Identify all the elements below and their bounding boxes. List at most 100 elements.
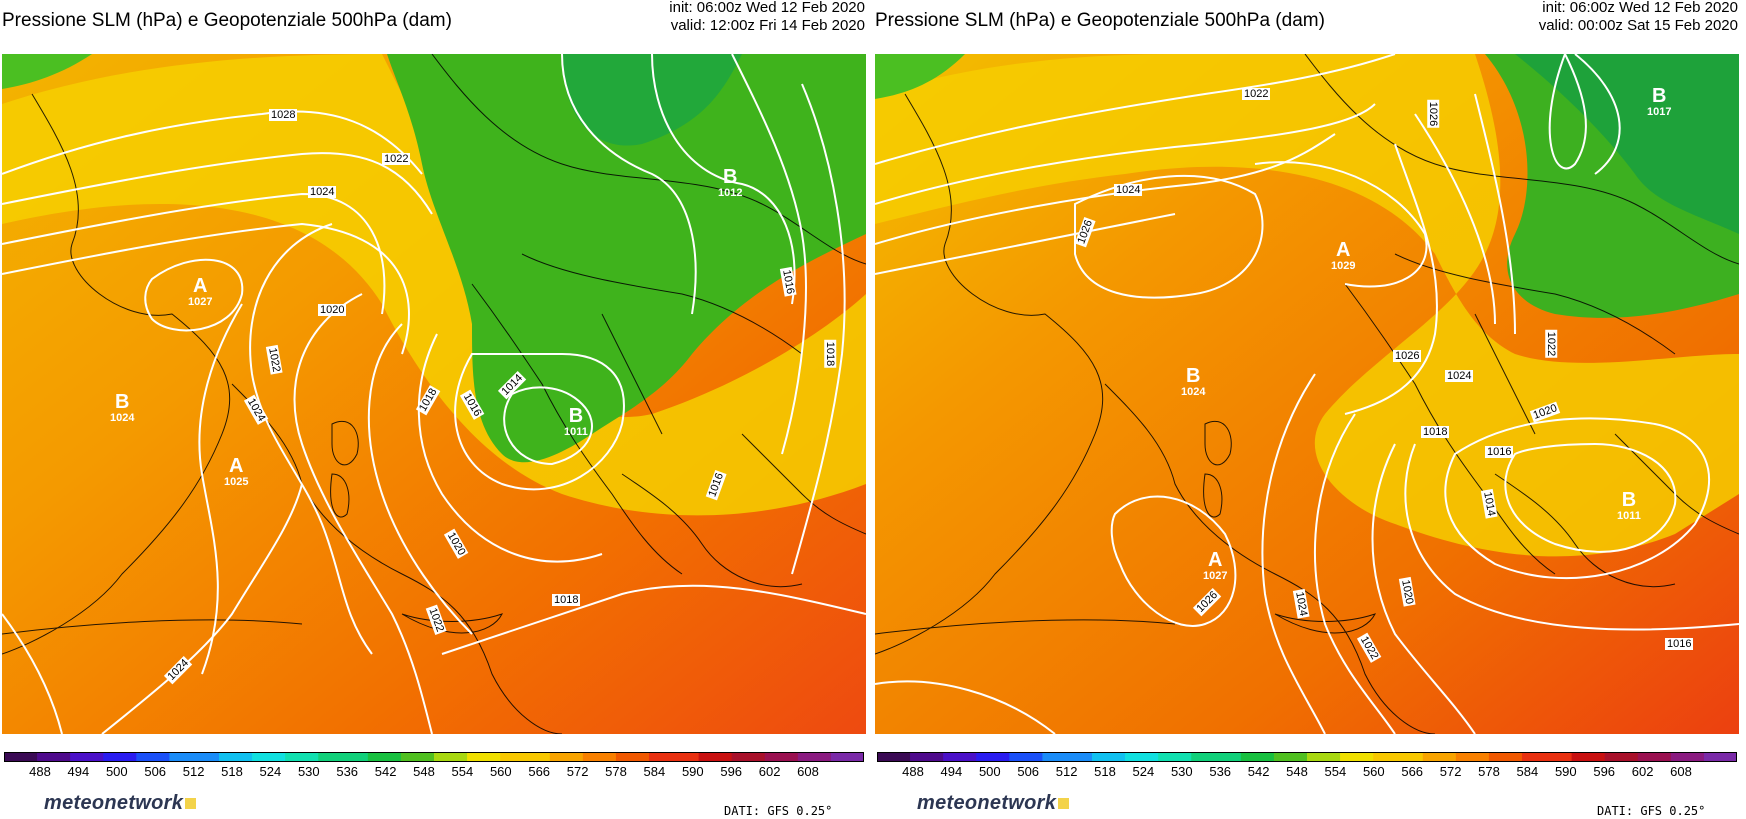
color-scale-cell	[103, 752, 121, 762]
isobar-label: 1020	[318, 304, 347, 316]
color-scale-ticks: 488 494 500 506 512 518 524 530 536 542 548 554 560 5…	[4, 764, 864, 780]
center-letter: B	[1186, 365, 1201, 387]
center-value: 1024	[1181, 386, 1206, 398]
color-scale-cell	[1125, 752, 1143, 762]
color-scale-tick-label: 530	[1170, 764, 1193, 779]
color-scale-tick-label: 560	[489, 764, 512, 779]
color-scale-cell	[516, 752, 534, 762]
pressure-center-high: A 1027	[1203, 550, 1227, 582]
color-scale-cell	[86, 752, 104, 762]
color-scale-cell	[20, 752, 38, 762]
color-scale-tick-label: 494	[940, 764, 963, 779]
color-scale-cell	[1058, 752, 1077, 762]
color-scale-tick-label: 602	[758, 764, 781, 779]
isobar-label: 1018	[552, 594, 581, 606]
color-scale-tick-label: 554	[451, 764, 474, 779]
center-letter: B	[1652, 85, 1667, 107]
color-scale-cell	[599, 752, 617, 762]
color-scale-tick-label: 518	[221, 764, 243, 779]
color-scale-tick-label: 530	[297, 764, 320, 779]
isobars	[2, 54, 866, 734]
color-scale-tick-label: 500	[105, 764, 128, 779]
color-scale-cell	[1538, 752, 1556, 762]
color-scale-cell	[1703, 752, 1722, 762]
color-scale-cell	[877, 752, 895, 762]
color-scale-cell	[649, 752, 667, 762]
color-scale-tick-label: 578	[1478, 764, 1500, 779]
color-scale-tick-label: 536	[1209, 764, 1232, 779]
color-scale-tick-label: 608	[797, 764, 819, 779]
color-scale-cell	[1290, 752, 1308, 762]
color-scale-tick-label: 512	[182, 764, 205, 779]
color-scale-tick-label: 560	[1362, 764, 1385, 779]
color-scale-cell	[235, 752, 253, 762]
center-value: 1011	[564, 426, 588, 438]
center-letter: B	[723, 166, 738, 188]
color-scale-cell	[1356, 752, 1374, 762]
color-scale-cell	[1042, 752, 1060, 762]
color-scale-cell	[1720, 752, 1737, 762]
color-scale-tick-label: 518	[1094, 764, 1116, 779]
pressure-center-low: B 1017	[1647, 86, 1671, 118]
isobars	[875, 54, 1739, 734]
color-scale-cell	[731, 752, 749, 762]
color-scale-cell	[219, 752, 237, 762]
color-scale-cell	[285, 752, 303, 762]
color-scale-cell	[351, 752, 369, 762]
color-scale-cell	[992, 752, 1010, 762]
color-scale-cell	[1207, 752, 1225, 762]
color-scale-cell	[434, 752, 452, 762]
color-scale-cell	[748, 752, 766, 762]
color-scale-cell	[1307, 752, 1325, 762]
center-letter: A	[229, 455, 244, 477]
top-left-green	[875, 54, 965, 99]
color-scale-tick-label: 488	[29, 764, 51, 779]
color-scale-cell	[384, 752, 402, 762]
pressure-center-high: A 1025	[224, 456, 248, 488]
isobar-label: 1026	[1393, 350, 1422, 362]
color-scale-cell	[1224, 752, 1242, 762]
color-scale-tick-label: 584	[643, 764, 666, 779]
color-scale-cell	[119, 752, 137, 762]
color-scale-cell	[1373, 752, 1391, 762]
color-scale-cell	[847, 752, 864, 762]
center-value: 1027	[1203, 570, 1228, 582]
color-scale-cell	[152, 752, 170, 762]
color-scale-cell	[665, 752, 683, 762]
center-letter: B	[115, 391, 130, 413]
color-scale-cell	[582, 752, 600, 762]
color-scale-tick-label: 590	[681, 764, 704, 779]
data-source: DATI: GFS 0.25°	[724, 804, 833, 818]
center-value: 1025	[224, 476, 249, 488]
center-value: 1012	[718, 187, 743, 199]
color-scale-cell	[1604, 752, 1622, 762]
init-time: init: 06:00z Wed 12 Feb 2020	[669, 0, 865, 16]
color-scale-cell	[682, 752, 700, 762]
color-scale-cell	[467, 752, 485, 762]
color-scale-tick-label: 542	[374, 764, 397, 779]
isobar-label: 1024	[1445, 370, 1474, 382]
color-scale-cell	[1455, 752, 1473, 762]
color-scale-border	[877, 752, 1737, 762]
map-panel-left: Pressione SLM (hPa) e Geopotenziale 500h…	[2, 0, 866, 818]
color-scale-cell	[1472, 752, 1490, 762]
color-scale-cell	[764, 752, 782, 762]
color-scale-cell	[1340, 752, 1358, 762]
color-scale-tick-label: 512	[1055, 764, 1078, 779]
pressure-center-low: B 1024	[1181, 366, 1205, 398]
color-scale-tick-label: 584	[1516, 764, 1539, 779]
pressure-center-low: B 1011	[564, 406, 588, 438]
color-scale-tick-label: 608	[1670, 764, 1692, 779]
isobar-label: 1026	[1427, 99, 1440, 129]
color-scale-cell	[1588, 752, 1606, 762]
color-scale-cell	[1389, 752, 1407, 762]
color-scale-cell	[1439, 752, 1457, 762]
color-scale-cell	[268, 752, 286, 762]
color-scale-cell	[1009, 752, 1027, 762]
color-scale-cell	[483, 752, 501, 762]
color-scale-cell	[1075, 752, 1093, 762]
coastlines	[875, 54, 1739, 734]
geopotential-trough-green	[387, 54, 866, 463]
color-scale-cell	[1555, 752, 1573, 762]
color-scale-cell	[893, 752, 911, 762]
